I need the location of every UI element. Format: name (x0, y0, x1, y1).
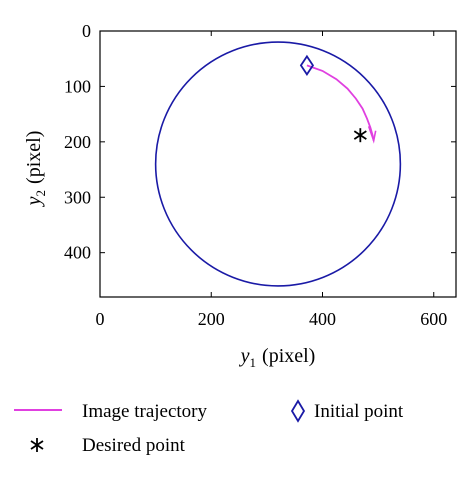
y-axis-label: y2 (pixel) (23, 131, 48, 208)
image-trajectory-line (306, 64, 375, 141)
x-axis-label: y1 (pixel) (239, 345, 316, 370)
feature-circle (154, 41, 402, 287)
legend-marker-desired-point (30, 438, 44, 452)
x-tick-label: 600 (420, 309, 447, 329)
x-axis-label-unit: (pixel) (262, 345, 315, 367)
y-tick-label: 400 (64, 243, 91, 263)
y-tick-label: 200 (64, 132, 91, 152)
image-trajectory-arrowhead (367, 126, 377, 144)
legend-label-desired-point: Desired point (82, 435, 186, 456)
y-tick-label: 100 (64, 76, 91, 96)
plot-frame (99, 30, 457, 298)
plot-area (99, 30, 457, 298)
x-tick-label: 200 (198, 309, 225, 329)
legend-label-initial-point: Initial point (314, 401, 404, 422)
y-axis-label-unit: (pixel) (23, 131, 45, 184)
y-tick-label: 0 (82, 21, 91, 41)
x-axis-ticks: 0 200 400 600 (96, 31, 447, 329)
y-tick-label: 300 (64, 187, 91, 207)
legend-marker-initial-point (290, 399, 306, 423)
x-axis-label-subscript: 1 (250, 355, 257, 370)
y-axis-label-subscript: 2 (33, 190, 48, 197)
initial-point-marker (299, 54, 315, 76)
y-axis-label-symbol: y (23, 196, 45, 207)
x-tick-label: 0 (96, 309, 105, 329)
x-tick-label: 400 (309, 309, 336, 329)
x-axis-label-symbol: y (239, 345, 250, 367)
y-axis-ticks: 0 100 200 300 400 (64, 21, 456, 263)
legend: Image trajectory Initial point Desired p… (14, 399, 404, 456)
legend-label-image-trajectory: Image trajectory (82, 401, 208, 422)
desired-point-marker (353, 128, 367, 143)
